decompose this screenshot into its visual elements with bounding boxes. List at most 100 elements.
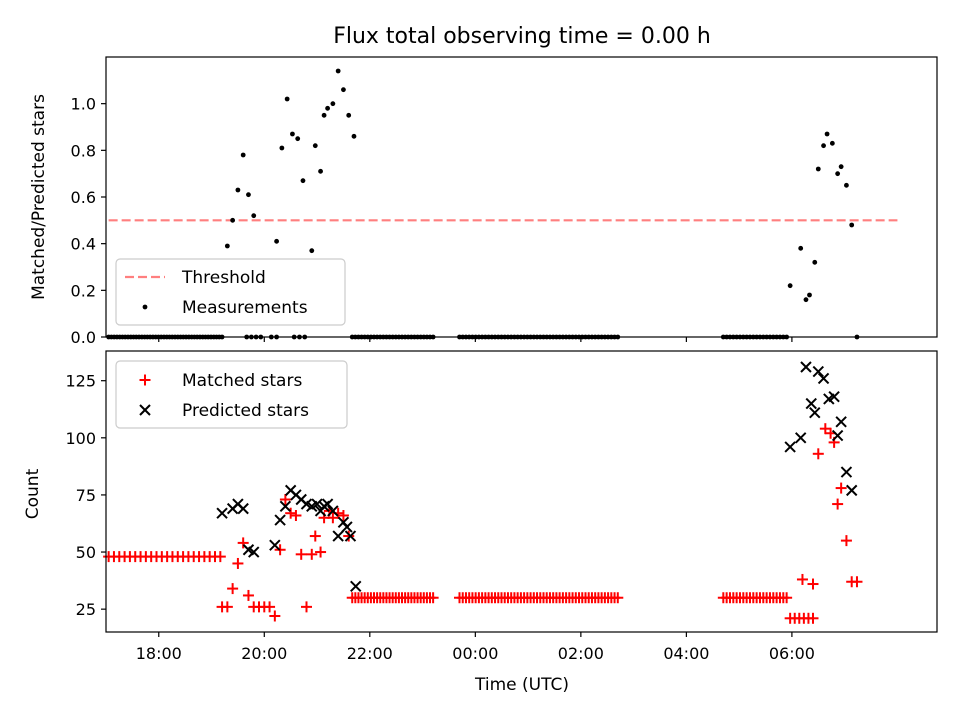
- measurement-point: [798, 245, 804, 251]
- predicted-star-marker: [831, 429, 844, 442]
- matched-star-marker: [306, 548, 318, 560]
- matched-star-marker: [269, 610, 281, 622]
- x-axis-label: Time (UTC): [474, 675, 569, 695]
- matched-star-marker: [214, 551, 226, 563]
- measurement-point: [279, 145, 285, 151]
- measurement-point: [807, 292, 812, 298]
- bottom-y-axis-label: Count: [23, 468, 43, 519]
- x-tick-label: 06:00: [769, 644, 815, 663]
- measurement-point: [341, 87, 346, 93]
- measurement-point: [330, 101, 336, 107]
- measurement-point: [295, 136, 301, 142]
- matched-star-marker: [612, 592, 624, 604]
- predicted-star-marker: [350, 580, 362, 593]
- legend-box: [115, 360, 348, 429]
- y-tick-label: 75: [76, 486, 96, 505]
- bottom-plot-frame: [105, 350, 938, 633]
- measurement-point: [844, 182, 849, 188]
- top-y-axis-label: Matched/Predicted stars: [29, 94, 49, 300]
- matched-star-marker: [337, 509, 349, 521]
- measurement-point: [346, 112, 352, 118]
- legend-predicted-label: Predicted stars: [182, 401, 309, 421]
- chart-title: Flux total observing time = 0.00 h: [333, 24, 711, 49]
- measurement-point: [321, 112, 327, 118]
- y-tick-label: 0.6: [71, 188, 96, 207]
- measurement-point: [309, 248, 315, 254]
- predicted-star-marker: [139, 404, 151, 416]
- predicted-star-marker: [812, 365, 824, 378]
- predicted-star-marker: [216, 507, 228, 519]
- y-tick-label: 0.4: [71, 235, 96, 254]
- measurement-point: [821, 143, 826, 149]
- matched-star-marker: [832, 498, 844, 510]
- matched-star-marker: [835, 482, 847, 494]
- matched-star-marker: [237, 537, 249, 549]
- predicted-star-marker: [237, 502, 249, 515]
- matched-star-marker: [290, 509, 302, 521]
- x-tick-label: 04:00: [663, 644, 709, 663]
- matched-star-marker: [812, 448, 824, 460]
- y-tick-label: 25: [76, 600, 96, 619]
- measurement-point: [351, 133, 357, 139]
- matched-star-marker: [796, 573, 808, 585]
- measurement-point: [230, 217, 236, 223]
- y-tick-label: 0.8: [71, 141, 96, 160]
- measurement-point: [824, 131, 830, 137]
- measurement-point: [240, 152, 246, 158]
- matched-star-marker: [295, 548, 307, 560]
- predicted-star-marker: [800, 361, 812, 373]
- measurement-point: [803, 297, 809, 303]
- y-tick-label: 0.2: [71, 281, 96, 300]
- matched-star-marker: [227, 583, 239, 595]
- matched-star-marker: [264, 601, 276, 613]
- measurement-point: [274, 238, 279, 244]
- bottom-panel: 25 50 75 100 125 18:00 20:00 22:00 00:00 02:00 04:…: [65, 350, 938, 663]
- predicted-star-marker: [835, 416, 847, 428]
- measurement-point: [290, 131, 295, 137]
- matched-star-marker: [851, 576, 863, 588]
- measurement-point: [787, 283, 793, 289]
- matched-star-marker: [221, 601, 233, 613]
- x-tick-label: 02:00: [558, 644, 604, 663]
- matched-star-marker: [232, 557, 244, 569]
- predicted-star-marker: [794, 432, 807, 444]
- predicted-star-marker: [248, 546, 260, 558]
- measurement-point: [815, 166, 821, 172]
- predicted-star-marker: [828, 390, 840, 403]
- measurement-point: [300, 178, 306, 184]
- predicted-star-marker: [805, 397, 817, 410]
- measurement-point: [812, 259, 818, 265]
- measurement-point: [284, 96, 290, 102]
- legend-measurement-label: Measurements: [182, 298, 308, 318]
- predicted-star-marker: [311, 498, 323, 510]
- measurement-point: [224, 243, 230, 249]
- predicted-star-marker: [341, 521, 353, 533]
- matched-star-marker: [315, 546, 327, 558]
- y-tick-label: 50: [76, 543, 96, 562]
- x-tick-label: 20:00: [241, 644, 287, 663]
- measurement-point: [251, 213, 257, 219]
- x-tick-label: 00:00: [452, 644, 498, 663]
- matched-star-marker: [781, 592, 793, 604]
- matched-star-marker: [279, 493, 291, 505]
- predicted-star-marker: [809, 406, 821, 419]
- predicted-star-marker: [332, 530, 344, 542]
- y-tick-label: 0.0: [71, 328, 96, 347]
- measurement-point: [829, 140, 835, 146]
- matched-star-marker: [309, 530, 321, 542]
- bottom-legend: Matched stars Predicted stars: [115, 360, 348, 429]
- predicted-star-marker: [784, 441, 796, 453]
- predicted-star-marker: [279, 500, 292, 513]
- y-tick-label: 1.0: [71, 95, 96, 114]
- matched-star-marker: [427, 592, 439, 604]
- x-tick-label: 18:00: [136, 644, 182, 663]
- measurement-point: [835, 171, 841, 177]
- measurement-point: [838, 164, 844, 170]
- measurement-point: [325, 105, 330, 111]
- matched-star-marker: [139, 374, 151, 386]
- legend-matched-label: Matched stars: [182, 371, 302, 391]
- measurement-point: [318, 168, 323, 174]
- measurement-point: [246, 192, 251, 198]
- legend-box: [115, 258, 346, 326]
